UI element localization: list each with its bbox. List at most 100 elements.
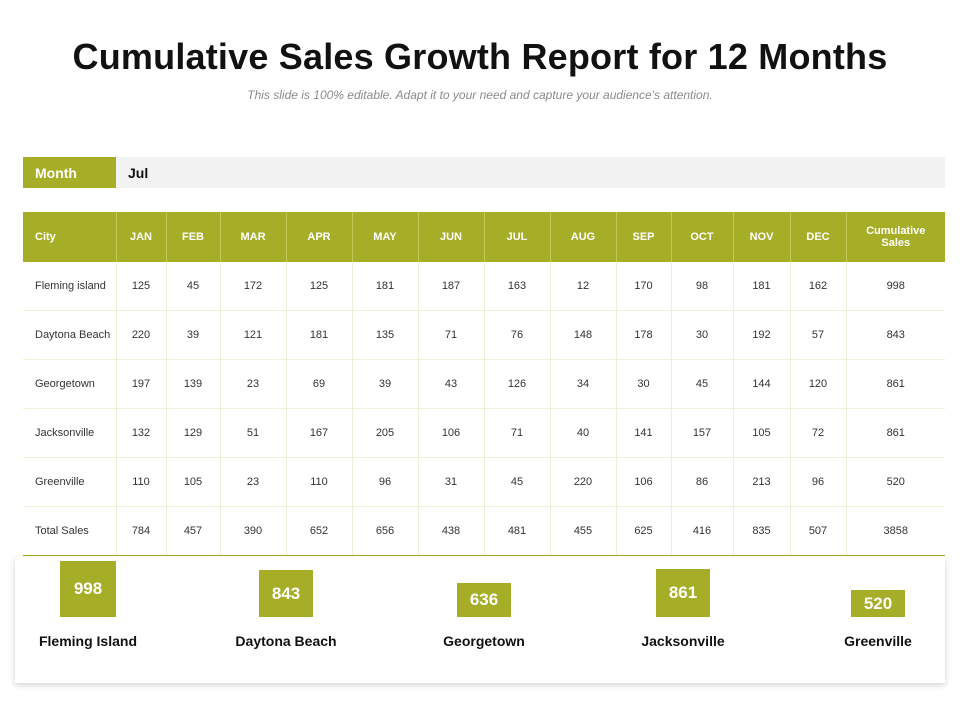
value-cell: 105 bbox=[166, 457, 221, 507]
value-cell: 57 bbox=[790, 310, 847, 360]
value-cell: 31 bbox=[418, 457, 485, 507]
column-header: SEP bbox=[616, 212, 672, 262]
value-cell: 784 bbox=[116, 506, 167, 556]
value-cell: 170 bbox=[616, 262, 672, 311]
value-cell: 148 bbox=[550, 310, 617, 360]
column-header-city: City bbox=[23, 212, 117, 262]
column-header: APR bbox=[286, 212, 353, 262]
value-cell: 139 bbox=[166, 359, 221, 409]
value-cell: 110 bbox=[116, 457, 167, 507]
value-cell: 132 bbox=[116, 408, 167, 458]
value-cell: 163 bbox=[484, 262, 551, 311]
value-cell: 98 bbox=[671, 262, 734, 311]
value-cell: 30 bbox=[616, 359, 672, 409]
table-row: Greenville 110 105 23 110 96 31 45 220 106 86 213 96… bbox=[23, 457, 945, 507]
page-subtitle: This slide is 100% editable. Adapt it to… bbox=[247, 88, 713, 102]
summary-item: 636 Georgetown bbox=[404, 557, 564, 683]
value-cell: 652 bbox=[286, 506, 353, 556]
value-cell: 457 bbox=[166, 506, 221, 556]
value-cell: 213 bbox=[733, 457, 791, 507]
column-header: OCT bbox=[671, 212, 734, 262]
value-cell: 178 bbox=[616, 310, 672, 360]
summary-city-name: Fleming Island bbox=[38, 633, 137, 649]
page-title: Cumulative Sales Growth Report for 12 Mo… bbox=[72, 36, 888, 77]
column-header: Cumulative Sales bbox=[846, 212, 945, 262]
value-cell: 141 bbox=[616, 408, 672, 458]
value-cell: 455 bbox=[550, 506, 617, 556]
value-cell: 416 bbox=[671, 506, 734, 556]
summary-city-name: Jacksonville bbox=[641, 633, 725, 649]
value-cell: 625 bbox=[616, 506, 672, 556]
summary-item: 843 Daytona Beach bbox=[206, 557, 366, 683]
value-cell: 43 bbox=[418, 359, 485, 409]
value-cell: 76 bbox=[484, 310, 551, 360]
value-cell: 162 bbox=[790, 262, 847, 311]
value-cell: 96 bbox=[352, 457, 419, 507]
value-cell: 71 bbox=[418, 310, 485, 360]
summary-value-bar: 998 bbox=[58, 559, 118, 619]
value-cell: 126 bbox=[484, 359, 551, 409]
value-cell: 39 bbox=[352, 359, 419, 409]
value-cell: 106 bbox=[418, 408, 485, 458]
value-cell: 192 bbox=[733, 310, 791, 360]
value-cell: 187 bbox=[418, 262, 485, 311]
summary-card: 998 Fleming Island 843 Daytona Beach 636 Geor… bbox=[15, 557, 945, 683]
month-label: Month bbox=[23, 157, 116, 188]
value-cell: 23 bbox=[220, 359, 287, 409]
sales-table: City JAN FEB MAR APR MAY JUN JUL AUG SEP OCT NOV DEC… bbox=[23, 212, 945, 556]
month-selector[interactable]: Month Jul bbox=[23, 157, 945, 188]
city-cell: Greenville bbox=[23, 457, 117, 507]
column-header: MAY bbox=[352, 212, 419, 262]
value-cell: 45 bbox=[166, 262, 221, 311]
value-cell: 40 bbox=[550, 408, 617, 458]
value-cell: 110 bbox=[286, 457, 353, 507]
summary-item: 861 Jacksonville bbox=[603, 557, 763, 683]
value-cell: 69 bbox=[286, 359, 353, 409]
value-cell: 86 bbox=[671, 457, 734, 507]
city-cell: Daytona Beach bbox=[23, 310, 117, 360]
value-cell: 390 bbox=[220, 506, 287, 556]
value-cell: 481 bbox=[484, 506, 551, 556]
city-cell: Georgetown bbox=[23, 359, 117, 409]
value-cell: 39 bbox=[166, 310, 221, 360]
table-row: Daytona Beach 220 39 121 181 135 71 76 148 178 30 1… bbox=[23, 310, 945, 360]
value-cell: 167 bbox=[286, 408, 353, 458]
column-header: JUN bbox=[418, 212, 485, 262]
value-cell: 120 bbox=[790, 359, 847, 409]
value-cell: 157 bbox=[671, 408, 734, 458]
value-cell: 125 bbox=[116, 262, 167, 311]
summary-city-name: Georgetown bbox=[443, 633, 525, 649]
value-cell: 998 bbox=[846, 262, 945, 311]
value-cell: 205 bbox=[352, 408, 419, 458]
value-cell: 135 bbox=[352, 310, 419, 360]
value-cell: 656 bbox=[352, 506, 419, 556]
value-cell: 507 bbox=[790, 506, 847, 556]
column-header: JUL bbox=[484, 212, 551, 262]
value-cell: 129 bbox=[166, 408, 221, 458]
value-cell: 172 bbox=[220, 262, 287, 311]
value-cell: 220 bbox=[116, 310, 167, 360]
city-cell: Jacksonville bbox=[23, 408, 117, 458]
value-cell: 72 bbox=[790, 408, 847, 458]
value-cell: 34 bbox=[550, 359, 617, 409]
month-value[interactable]: Jul bbox=[128, 164, 149, 181]
table-row: Fleming island 125 45 172 125 181 187 163 12 170 9… bbox=[23, 262, 945, 311]
summary-value-bar: 636 bbox=[455, 581, 513, 619]
value-cell: 106 bbox=[616, 457, 672, 507]
summary-value-bar: 520 bbox=[849, 588, 907, 619]
value-cell: 125 bbox=[286, 262, 353, 311]
value-cell: 835 bbox=[733, 506, 791, 556]
table-row: Jacksonville 132 129 51 167 205 106 71 40 141 157 1… bbox=[23, 408, 945, 458]
value-cell: 843 bbox=[846, 310, 945, 360]
value-cell: 181 bbox=[286, 310, 353, 360]
value-cell: 144 bbox=[733, 359, 791, 409]
value-cell: 45 bbox=[671, 359, 734, 409]
table-row: Georgetown 197 139 23 69 39 43 126 34 30 45 144 120 8… bbox=[23, 359, 945, 409]
value-cell: 520 bbox=[846, 457, 945, 507]
column-header: JAN bbox=[116, 212, 167, 262]
column-header: MAR bbox=[220, 212, 287, 262]
value-cell: 12 bbox=[550, 262, 617, 311]
value-cell: 438 bbox=[418, 506, 485, 556]
value-cell: 30 bbox=[671, 310, 734, 360]
city-cell: Fleming island bbox=[23, 262, 117, 311]
